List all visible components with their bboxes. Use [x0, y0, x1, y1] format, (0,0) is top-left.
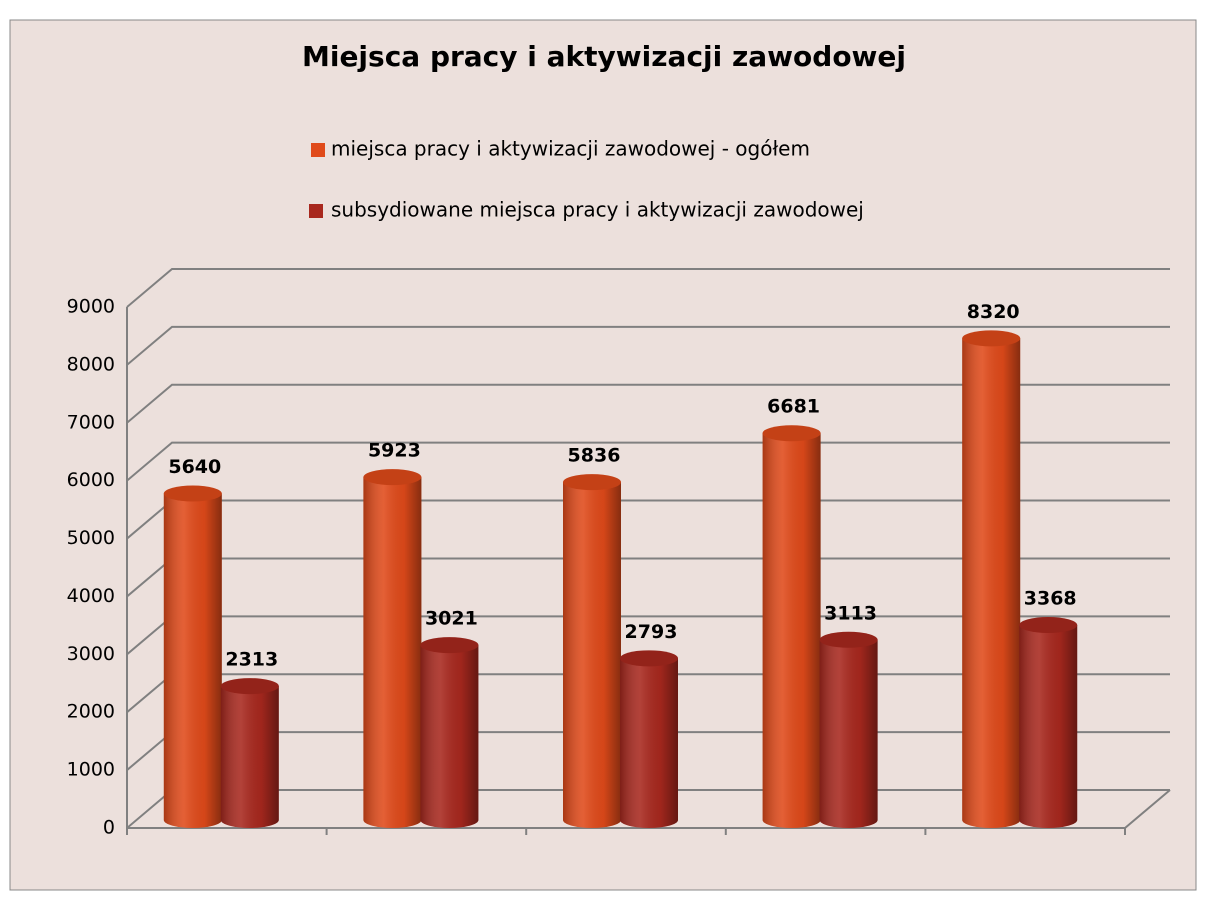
cylinder-top — [363, 469, 422, 486]
cylinder-shading — [220, 686, 279, 828]
cylinder — [220, 678, 279, 828]
cylinder-top — [220, 678, 279, 695]
cylinder-top — [762, 425, 821, 442]
cylinder — [363, 469, 422, 828]
cylinder-top-shade — [620, 650, 678, 667]
cylinder — [962, 330, 1021, 828]
value-label: 2793 — [625, 621, 678, 643]
y-tick-label: 5000 — [67, 527, 115, 549]
legend-swatch — [309, 204, 323, 218]
cylinder — [620, 650, 678, 828]
cylinder-top-shade — [762, 425, 821, 442]
y-tick-label: 9000 — [67, 296, 115, 318]
y-tick-label: 6000 — [67, 469, 115, 491]
y-tick-label: 7000 — [67, 411, 115, 433]
cylinder-shading — [620, 658, 678, 828]
cylinder — [163, 485, 222, 828]
y-tick-label: 3000 — [67, 643, 115, 665]
cylinder-shading — [819, 639, 878, 828]
value-label: 8320 — [967, 301, 1020, 323]
cylinder-shading — [420, 645, 479, 828]
cylinder-top-shade — [962, 330, 1021, 347]
cylinder-top-shade — [819, 631, 878, 648]
value-label: 3021 — [425, 608, 478, 630]
value-label: 3368 — [1024, 588, 1077, 610]
y-tick-label: 4000 — [67, 585, 115, 607]
y-tick-label: 0 — [103, 817, 115, 839]
value-label: 5640 — [168, 456, 221, 478]
y-tick-label: 8000 — [67, 353, 115, 375]
cylinder-top — [420, 637, 479, 654]
cylinder-shading — [962, 338, 1021, 828]
cylinder-top — [819, 631, 878, 648]
value-label: 2313 — [225, 649, 278, 671]
cylinder-top — [563, 474, 621, 491]
grid-line — [126, 268, 1170, 308]
y-tick-label: 1000 — [67, 759, 115, 781]
cylinder-top-shade — [363, 469, 422, 486]
cylinder-shading — [563, 482, 621, 828]
grid-line — [126, 383, 1170, 424]
cylinder-top — [163, 485, 222, 502]
cylinder-top-shade — [420, 637, 479, 654]
cylinder-top-shade — [1019, 617, 1078, 634]
cylinder-top — [962, 330, 1021, 347]
value-label: 3113 — [824, 602, 877, 624]
cylinder-top-shade — [163, 485, 222, 502]
cylinder-top-shade — [220, 678, 279, 695]
value-label: 6681 — [767, 396, 820, 418]
cylinder-shading — [163, 493, 222, 828]
cylinder-top — [620, 650, 678, 667]
value-label: 5836 — [568, 445, 621, 467]
grid-line — [126, 441, 1170, 482]
cylinder-top — [1019, 617, 1078, 634]
cylinder-shading — [1019, 625, 1078, 828]
chart-title: Miejsca pracy i aktywizacji zawodowej — [302, 40, 906, 73]
grid-line — [126, 325, 1170, 366]
cylinder — [420, 637, 479, 828]
cylinder — [1019, 617, 1078, 828]
cylinder — [762, 425, 821, 828]
legend-label: miejsca pracy i aktywizacji zawodowej - … — [331, 137, 810, 161]
y-tick-label: 2000 — [67, 701, 115, 723]
value-label: 5923 — [368, 440, 421, 462]
cylinder-top-shade — [563, 474, 621, 491]
cylinder-shading — [363, 477, 422, 828]
cylinder — [563, 474, 621, 828]
cylinder-shading — [762, 433, 821, 828]
cylinder — [819, 631, 878, 828]
legend-swatch — [311, 143, 325, 157]
legend-label: subsydiowane miejsca pracy i aktywizacji… — [331, 198, 864, 222]
